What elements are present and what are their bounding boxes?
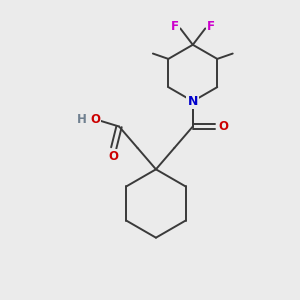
Text: F: F [171, 20, 179, 33]
Text: O: O [108, 150, 118, 163]
Text: F: F [207, 20, 214, 33]
Text: N: N [188, 93, 198, 106]
Text: O: O [218, 120, 228, 133]
Text: N: N [188, 95, 198, 108]
Text: O: O [90, 113, 100, 126]
Text: H: H [76, 113, 86, 126]
